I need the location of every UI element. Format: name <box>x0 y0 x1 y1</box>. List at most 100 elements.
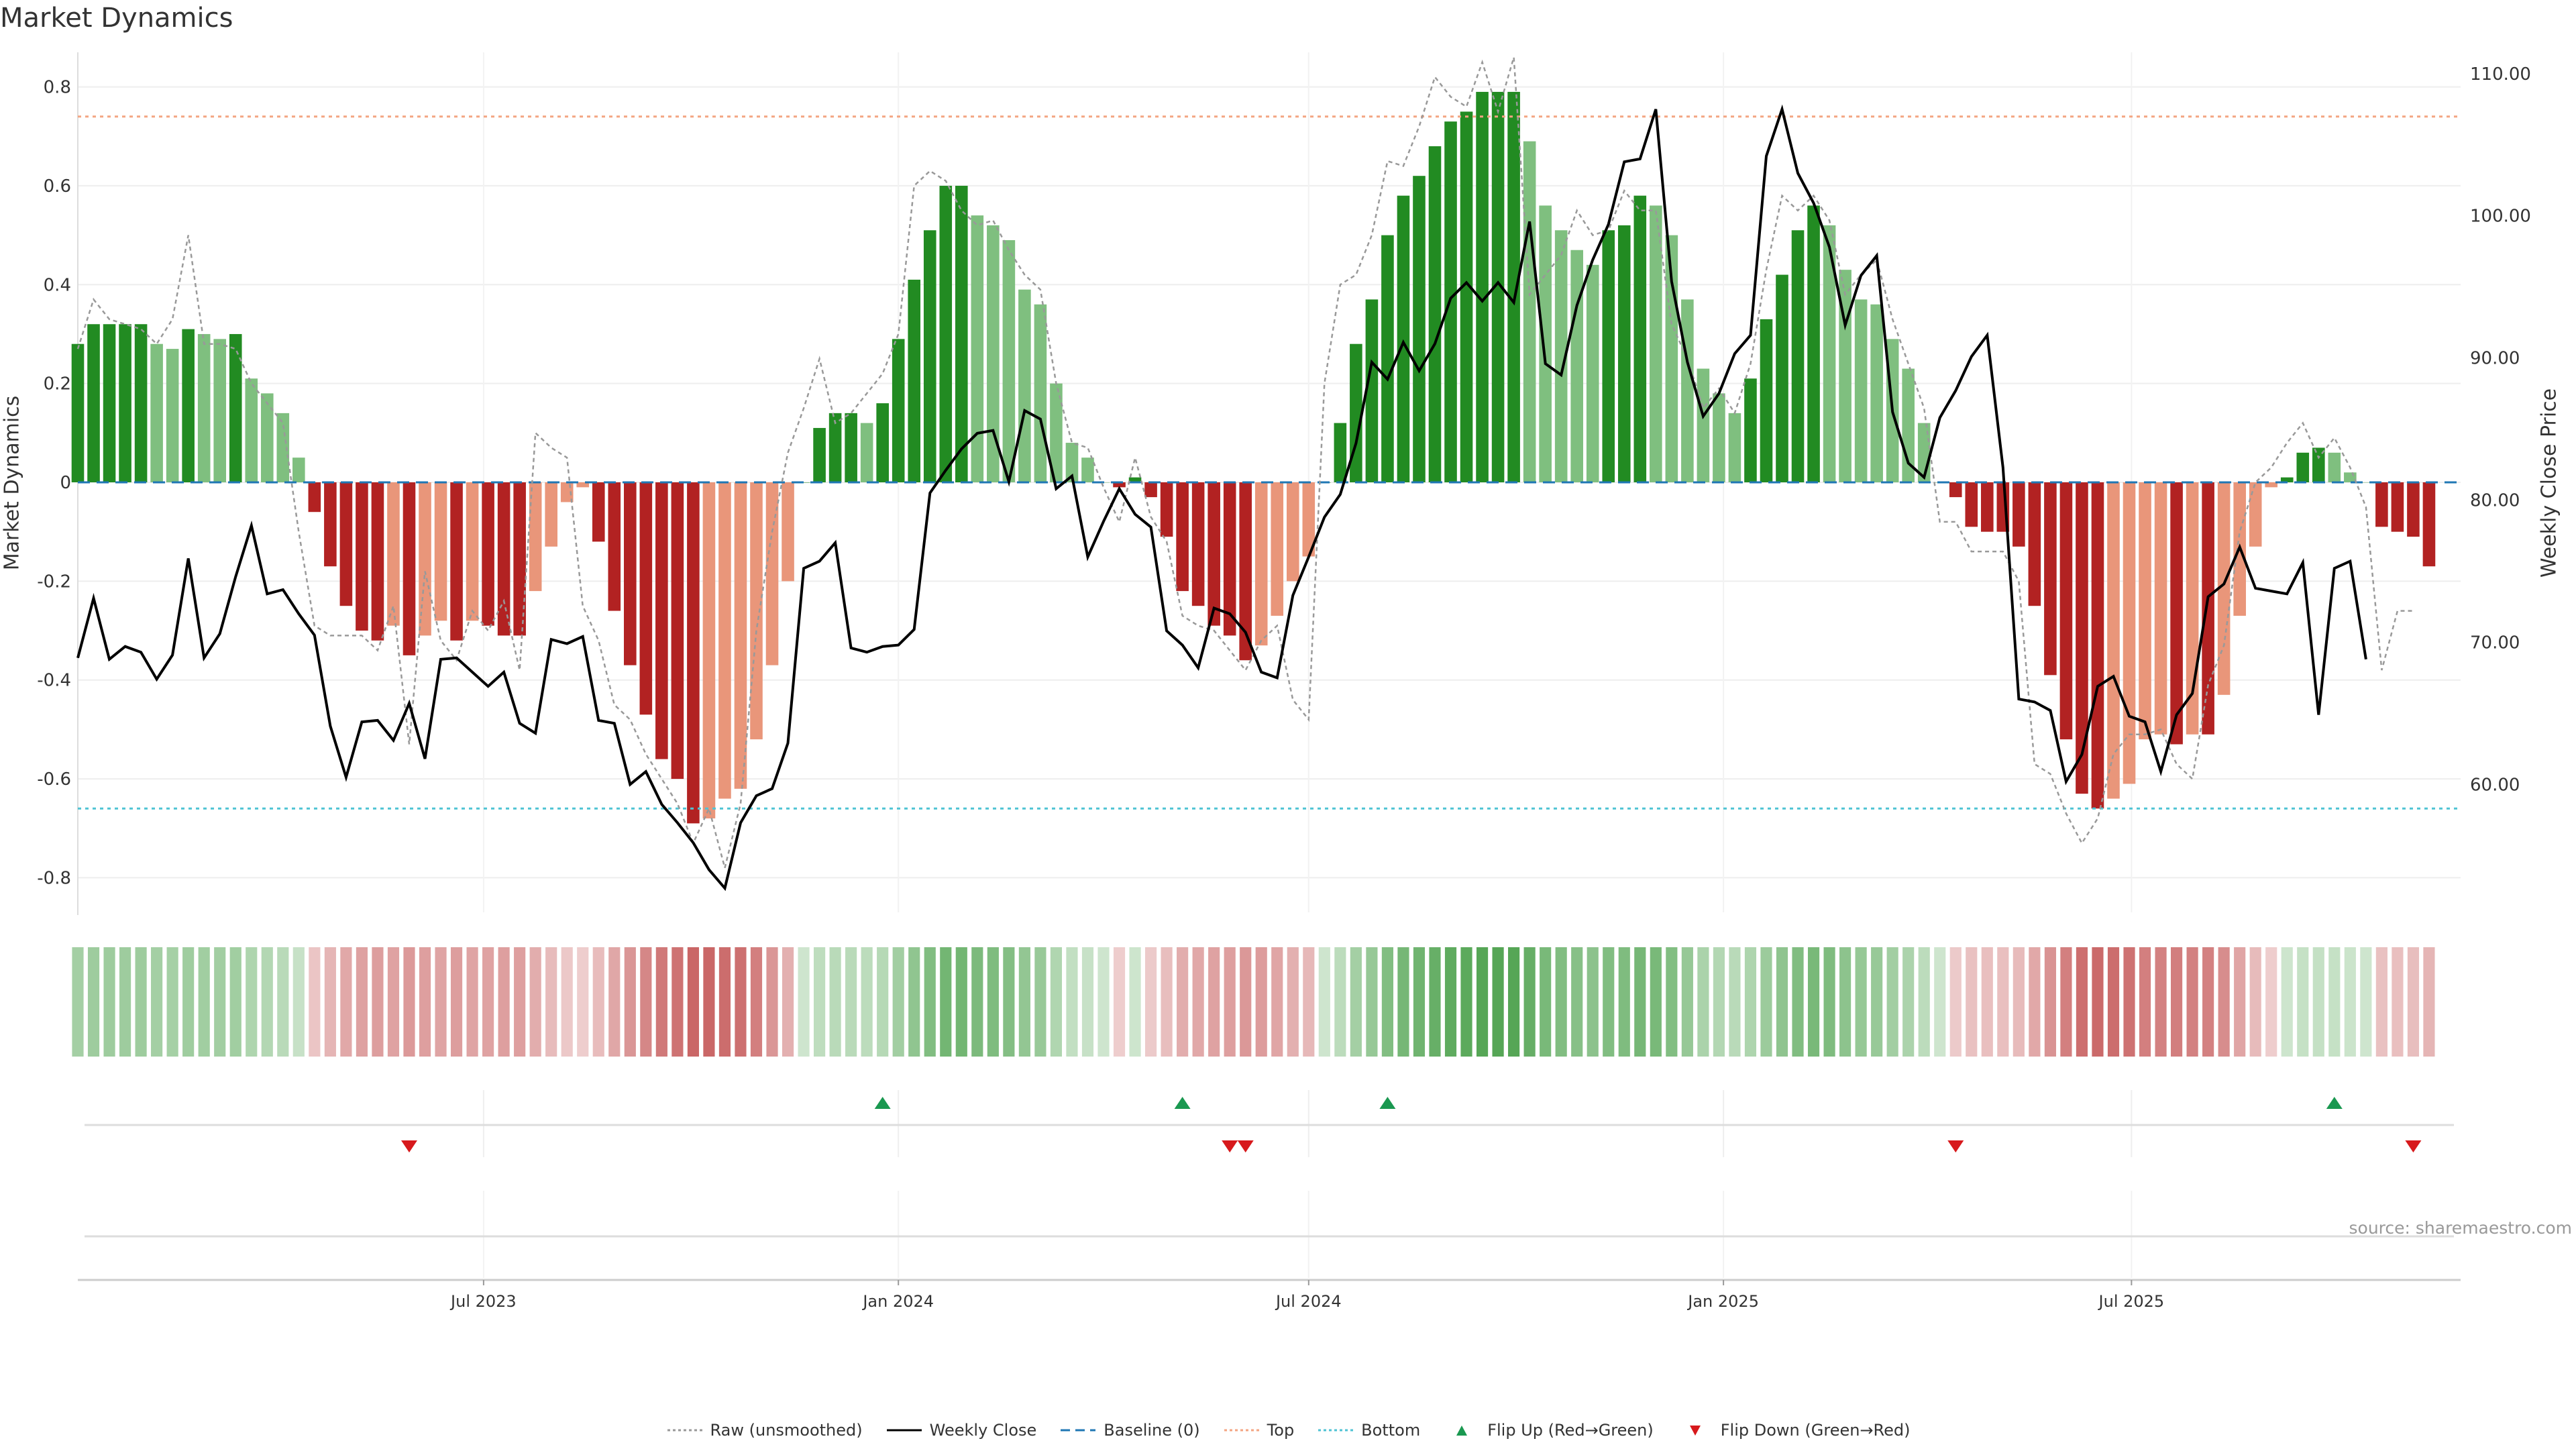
regime-cell <box>577 947 589 1057</box>
bar <box>2422 482 2436 567</box>
bar <box>1223 482 1236 636</box>
bar <box>1554 230 1568 482</box>
regime-cell <box>845 947 857 1057</box>
regime-cell <box>1097 947 1110 1057</box>
regime-cell <box>1050 947 1063 1057</box>
regime-cell <box>1303 947 1315 1057</box>
bar <box>103 324 116 482</box>
regime-cell <box>2012 947 2025 1057</box>
regime-cell <box>1081 947 1094 1057</box>
bar <box>339 482 353 606</box>
bar <box>1208 482 1220 626</box>
regime-cell <box>1429 947 1441 1057</box>
bar <box>923 230 936 482</box>
bar <box>639 482 653 715</box>
bar <box>576 482 590 488</box>
bar <box>671 482 684 780</box>
regime-cell <box>2076 947 2088 1057</box>
regime-cell <box>1681 947 1693 1057</box>
bar <box>1507 91 1520 483</box>
bar <box>182 329 195 482</box>
regime-cell <box>798 947 810 1057</box>
flip-down-marker <box>1222 1140 1238 1152</box>
bar <box>1713 393 1725 482</box>
chart-title: Market Dynamics <box>0 3 233 34</box>
bar <box>1728 413 1741 482</box>
bar <box>1176 482 1189 592</box>
legend-swatch <box>1456 1426 1468 1436</box>
regime-cell <box>1144 947 1157 1057</box>
bar <box>308 482 321 513</box>
bar <box>1744 378 1757 482</box>
regime-cell <box>1603 947 1615 1057</box>
regime-cell <box>2139 947 2151 1057</box>
weekly-close-line <box>76 104 2367 892</box>
y-tick-right: 70.00 <box>2470 633 2520 653</box>
regime-cell <box>2297 947 2309 1057</box>
bar <box>1602 230 1615 482</box>
bar <box>2391 482 2404 532</box>
regime-cell <box>1350 947 1362 1057</box>
legend-triangle-up <box>1456 1426 1468 1436</box>
bar <box>2312 447 2325 482</box>
regime-cell <box>166 947 178 1057</box>
bar <box>71 343 85 482</box>
regime-cell <box>1334 947 1346 1057</box>
regime-cell <box>1934 947 1946 1057</box>
bar <box>2091 482 2104 809</box>
bar <box>1113 482 1126 488</box>
bar <box>2202 482 2214 735</box>
regime-cell <box>1381 947 1394 1057</box>
y-tick-left: 0 <box>60 473 71 493</box>
legend-item: Flip Up (Red→Green) <box>1443 1421 1654 1440</box>
bar <box>1081 458 1094 482</box>
regime-cell <box>782 947 794 1057</box>
regime-cell <box>387 947 400 1057</box>
bar <box>529 482 542 592</box>
bar <box>213 339 227 482</box>
regime-cell <box>1034 947 1046 1057</box>
legend-item: Raw (unsmoothed) <box>666 1421 863 1440</box>
bar <box>608 482 621 611</box>
regime-cell <box>2344 947 2356 1057</box>
regime-cell <box>1066 947 1078 1057</box>
legend-triangle-down <box>1689 1426 1701 1436</box>
bar <box>2328 452 2341 482</box>
regime-cell <box>1871 947 1883 1057</box>
bar <box>134 324 148 482</box>
legend-label: Bottom <box>1361 1421 1421 1440</box>
regime-cell <box>1523 947 1536 1057</box>
regime-cell <box>672 947 684 1057</box>
bar <box>2154 482 2167 735</box>
regime-cell <box>1271 947 1283 1057</box>
bar <box>402 482 416 655</box>
flip-up-marker <box>1379 1097 1396 1109</box>
bar <box>718 482 731 799</box>
bar <box>482 482 494 626</box>
regime-cell <box>1413 947 1426 1057</box>
bar <box>624 482 637 665</box>
bar <box>1965 482 1978 527</box>
bar <box>2265 482 2278 488</box>
bar <box>592 482 605 542</box>
bar <box>782 482 794 582</box>
bar <box>1460 111 1473 482</box>
bar <box>971 215 984 482</box>
bar <box>1633 195 1647 482</box>
regime-cell <box>624 947 636 1057</box>
y-tick-right: 100.00 <box>2470 207 2531 227</box>
bar <box>1681 299 1694 482</box>
y-tick-right: 60.00 <box>2470 775 2520 795</box>
bar <box>356 482 368 631</box>
flip-down-marker <box>400 1140 417 1152</box>
regime-cell <box>229 947 241 1057</box>
flip-up-marker <box>2326 1097 2343 1109</box>
y-ticks-right: 110.00 100.00 90.00 80.00 70.00 60.00 <box>2470 64 2531 796</box>
regime-cell <box>2186 947 2198 1057</box>
bar <box>876 403 889 482</box>
bar <box>2296 452 2310 482</box>
bar <box>2012 482 2025 547</box>
regime-cell <box>1650 947 1662 1057</box>
regime-cell <box>1855 947 1867 1057</box>
